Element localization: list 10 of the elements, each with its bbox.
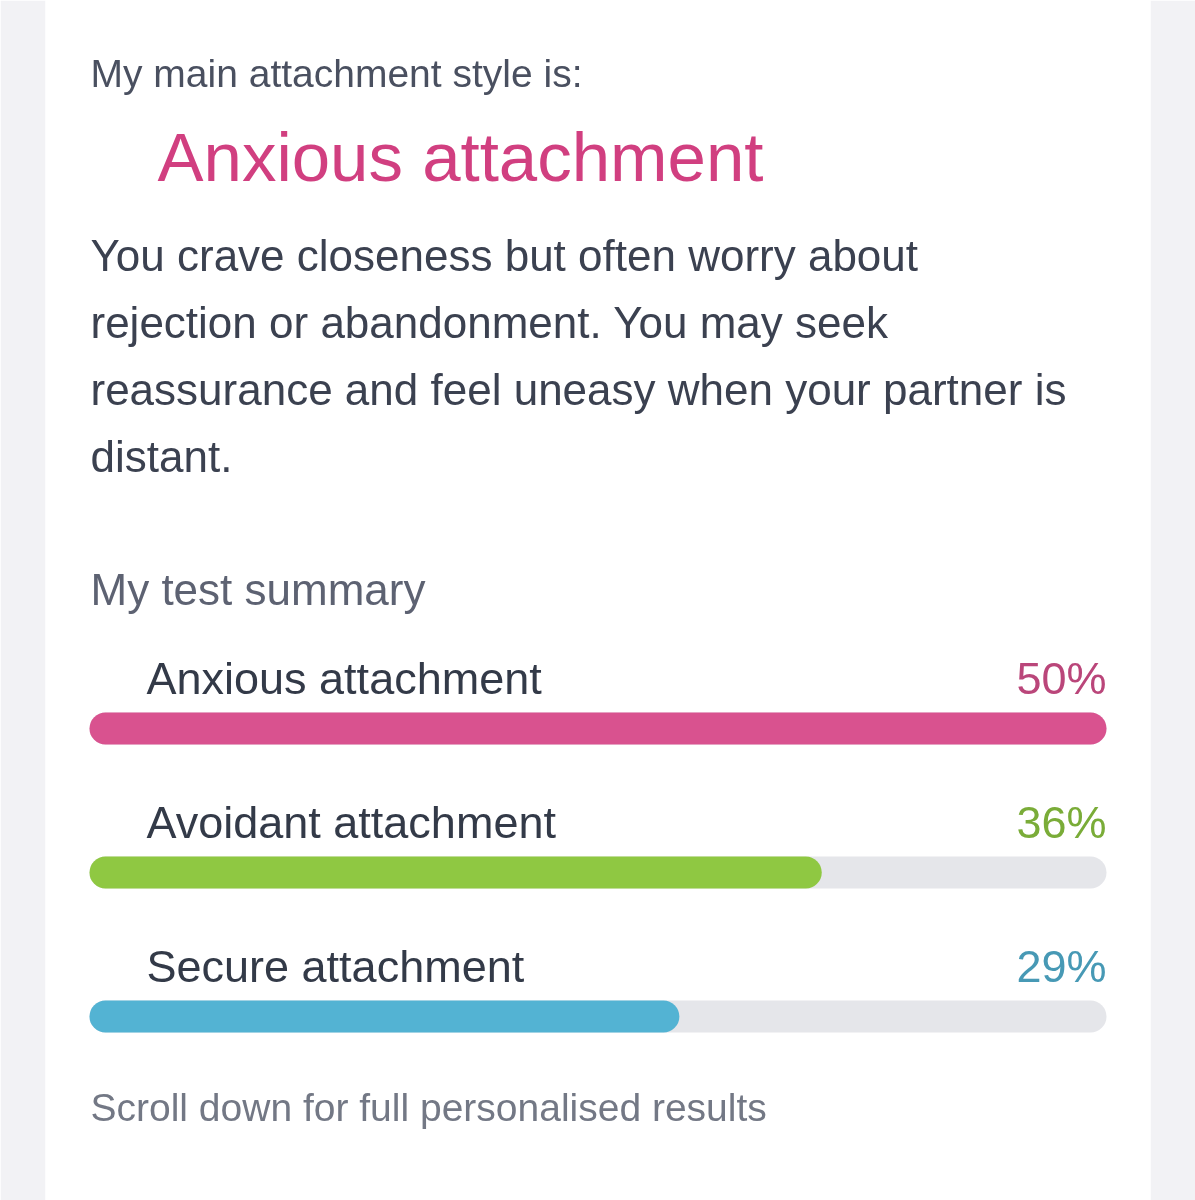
- y-tick-label: Anxious attachment: [146, 653, 543, 704]
- y-tick-label: Avoidant attachment: [146, 797, 557, 848]
- data-label: 50%: [1016, 653, 1107, 704]
- data-label: 36%: [1016, 797, 1107, 848]
- chart-title: My test summary: [90, 565, 426, 614]
- y-tick-label: Secure attachment: [146, 941, 525, 992]
- text: My main attachment style is:: [90, 52, 583, 95]
- text: Scroll down for full personalised results: [90, 1086, 767, 1129]
- text: You crave closeness but often worry about rejection or abandonment. You may seek reassurance and feel uneasy when your partner is distant.: [90, 231, 1067, 481]
- data-label: 29%: [1016, 941, 1107, 992]
